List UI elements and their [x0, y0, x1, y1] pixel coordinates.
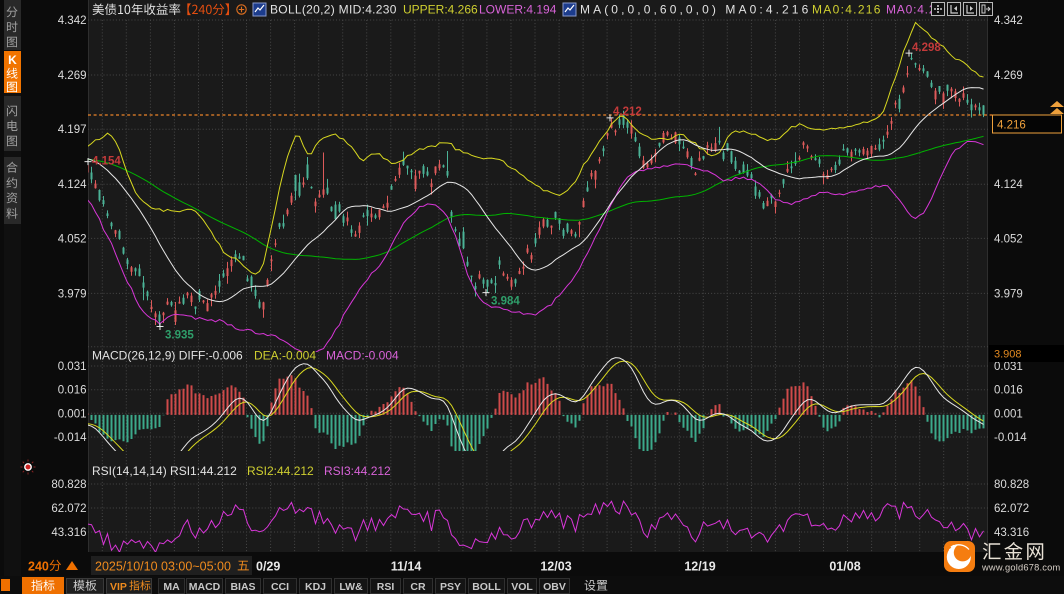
svg-text:43.316: 43.316: [51, 527, 86, 539]
svg-text:0.016: 0.016: [58, 385, 87, 397]
svg-text:0.031: 0.031: [994, 361, 1023, 373]
svg-text:KDJ: KDJ: [305, 581, 326, 593]
svg-text:4.052: 4.052: [994, 233, 1023, 245]
svg-text:80.828: 80.828: [51, 479, 86, 491]
svg-text:43.316: 43.316: [994, 527, 1029, 539]
svg-text:RSI3:44.212: RSI3:44.212: [324, 464, 391, 478]
svg-text:4.216: 4.216: [997, 120, 1026, 132]
svg-text:K: K: [8, 53, 17, 67]
svg-text:-0.014: -0.014: [54, 432, 87, 444]
svg-text:4.269: 4.269: [994, 70, 1023, 82]
svg-text:3.908: 3.908: [994, 349, 1022, 361]
svg-text:4.124: 4.124: [994, 179, 1023, 191]
svg-text:4.342: 4.342: [58, 15, 87, 27]
svg-text:RSI2:44.212: RSI2:44.212: [247, 464, 314, 478]
svg-text:RSI(14,14,14) RSI1:44.212: RSI(14,14,14) RSI1:44.212: [92, 464, 237, 478]
svg-text:BOLL: BOLL: [472, 581, 501, 593]
svg-text:BOLL(20,2) MID:4.230: BOLL(20,2) MID:4.230: [270, 3, 397, 17]
svg-text:MA: MA: [163, 581, 180, 593]
svg-text:LOWER:4.194: LOWER:4.194: [479, 3, 557, 17]
svg-text:0.001: 0.001: [58, 408, 87, 420]
svg-text:4.154: 4.154: [92, 156, 121, 168]
svg-text:PSY: PSY: [440, 581, 461, 593]
svg-text:BIAS: BIAS: [230, 581, 255, 593]
svg-text:MACD(26,12,9) DIFF:-0.006: MACD(26,12,9) DIFF:-0.006: [92, 349, 243, 363]
svg-text:4.269: 4.269: [58, 70, 87, 82]
svg-text:3.979: 3.979: [994, 288, 1023, 300]
svg-text:OBV: OBV: [543, 581, 566, 593]
svg-text:4.124: 4.124: [58, 179, 87, 191]
svg-text:3.935: 3.935: [165, 330, 194, 342]
svg-text:DEA:-0.004: DEA:-0.004: [254, 349, 316, 363]
svg-text:MACD:-0.004: MACD:-0.004: [326, 349, 399, 363]
svg-text:80.828: 80.828: [994, 479, 1029, 491]
svg-text:4.298: 4.298: [912, 42, 941, 54]
svg-text:MA0:4.2: MA0:4.2: [886, 3, 936, 17]
svg-text:3.984: 3.984: [491, 296, 520, 308]
svg-text:UPPER:4.266: UPPER:4.266: [403, 3, 478, 17]
svg-text:www.gold678.com: www.gold678.com: [981, 563, 1061, 573]
svg-text:MACD: MACD: [189, 581, 221, 593]
svg-text:-0.014: -0.014: [994, 432, 1027, 444]
svg-text:01/08: 01/08: [829, 560, 860, 574]
svg-text:0.001: 0.001: [994, 408, 1023, 420]
svg-text:4.212: 4.212: [613, 106, 642, 118]
svg-text:12/19: 12/19: [684, 560, 715, 574]
svg-text:0/29: 0/29: [256, 560, 280, 574]
svg-text:0.016: 0.016: [994, 385, 1023, 397]
svg-text:240: 240: [28, 560, 49, 574]
svg-text:MA0:4.216: MA0:4.216: [812, 3, 882, 17]
svg-text:VIP: VIP: [110, 581, 127, 593]
svg-text:4.342: 4.342: [994, 15, 1023, 27]
svg-text:VOL: VOL: [511, 581, 533, 593]
svg-text:4.052: 4.052: [58, 233, 87, 245]
svg-text:3.979: 3.979: [58, 288, 87, 300]
svg-text:12/03: 12/03: [540, 560, 571, 574]
svg-text:62.072: 62.072: [994, 503, 1029, 515]
svg-text:62.072: 62.072: [51, 503, 86, 515]
svg-text:MA(0,0,0,60,0,0) MA0:4.216: MA(0,0,0,60,0,0) MA0:4.216: [580, 3, 811, 17]
svg-text:0.031: 0.031: [58, 361, 87, 373]
svg-text:LW&: LW&: [339, 581, 363, 593]
svg-text:CCI: CCI: [271, 581, 289, 593]
svg-text:2025/10/10 03:00~05:00: 2025/10/10 03:00~05:00: [95, 560, 231, 574]
svg-text:11/14: 11/14: [391, 560, 422, 574]
svg-text:RSI: RSI: [377, 581, 395, 593]
svg-text:CR: CR: [410, 581, 426, 593]
svg-text:4.197: 4.197: [58, 124, 87, 136]
